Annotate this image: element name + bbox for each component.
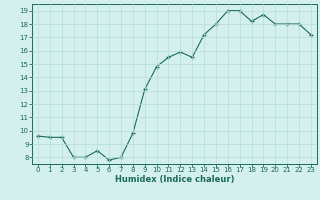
X-axis label: Humidex (Indice chaleur): Humidex (Indice chaleur) — [115, 175, 234, 184]
